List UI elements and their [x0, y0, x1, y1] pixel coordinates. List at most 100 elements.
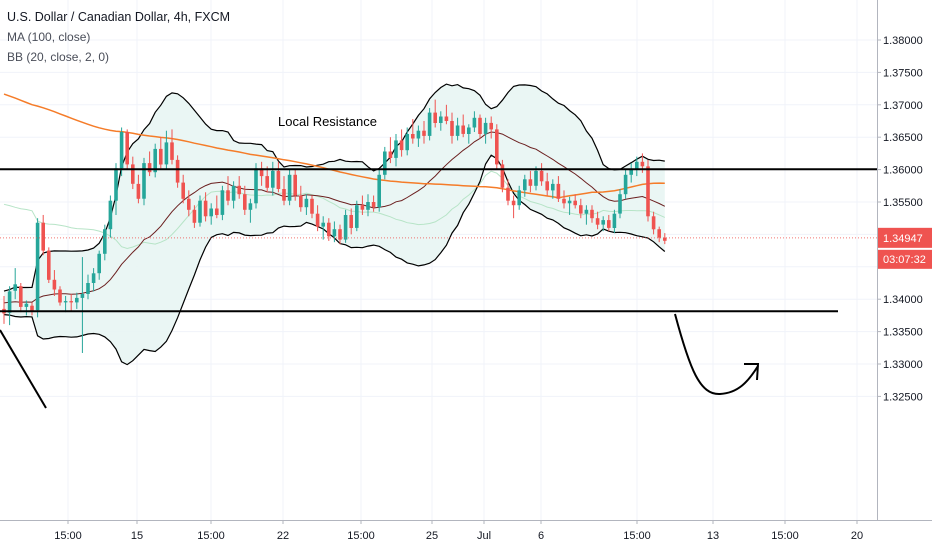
symbol-title[interactable]: U.S. Dollar / Canadian Dollar, 4h, FXCM [7, 10, 231, 24]
candle-body[interactable] [355, 205, 359, 228]
candle-body[interactable] [416, 130, 421, 139]
candle-body[interactable] [640, 161, 645, 167]
candle-body[interactable] [259, 168, 264, 177]
candle-body[interactable] [103, 229, 107, 254]
candle-body[interactable] [114, 168, 118, 201]
candle-body[interactable] [226, 190, 230, 201]
candle-body[interactable] [506, 187, 510, 201]
candle-body[interactable] [439, 116, 443, 124]
candle-body[interactable] [192, 209, 197, 223]
candle-body[interactable] [623, 174, 628, 195]
candle-body[interactable] [119, 132, 124, 169]
candle-body[interactable] [551, 183, 555, 191]
candle-body[interactable] [97, 253, 101, 274]
candle-body[interactable] [461, 125, 465, 134]
candle-body[interactable] [467, 127, 471, 135]
candle-body[interactable] [220, 190, 225, 215]
candle-body[interactable] [80, 294, 85, 298]
candle-body[interactable] [187, 198, 191, 210]
candle-body[interactable] [495, 129, 499, 165]
candle-body[interactable] [528, 179, 533, 186]
candle-body[interactable] [47, 250, 51, 280]
candle-body[interactable] [52, 279, 57, 290]
candle-body[interactable] [271, 170, 275, 188]
candle-body[interactable] [332, 229, 337, 237]
candle-body[interactable] [19, 286, 23, 307]
candle-body[interactable] [131, 164, 135, 184]
candle-body[interactable] [209, 208, 213, 217]
candle-body[interactable] [663, 237, 667, 241]
candle-body[interactable] [556, 183, 561, 199]
candle-body[interactable] [360, 205, 365, 210]
price-axis[interactable] [877, 0, 932, 550]
candle-body[interactable] [293, 174, 297, 196]
annotation-local-resistance[interactable]: Local Resistance [278, 114, 377, 129]
candle-body[interactable] [170, 142, 174, 160]
candle-body[interactable] [198, 200, 202, 223]
candle-body[interactable] [159, 148, 163, 165]
candle-body[interactable] [276, 170, 281, 189]
candle-body[interactable] [405, 134, 409, 151]
bb-indicator-label[interactable]: BB (20, close, 2, 0) [7, 50, 110, 64]
candle-body[interactable] [366, 202, 370, 210]
candle-body[interactable] [444, 116, 449, 122]
candle-body[interactable] [618, 194, 622, 214]
time-axis[interactable] [0, 520, 877, 550]
candle-body[interactable] [265, 176, 269, 188]
candle-body[interactable] [383, 151, 387, 175]
candle-body[interactable] [35, 222, 40, 311]
candle-body[interactable] [595, 218, 600, 225]
candle-body[interactable] [248, 203, 253, 210]
candle-body[interactable] [450, 121, 454, 136]
candle-body[interactable] [472, 117, 477, 128]
candle-body[interactable] [377, 174, 381, 208]
candle-body[interactable] [388, 151, 393, 159]
candle-body[interactable] [75, 297, 79, 303]
candle-body[interactable] [13, 284, 17, 291]
candle-body[interactable] [91, 273, 96, 283]
candle-body[interactable] [629, 169, 633, 175]
candle-body[interactable] [411, 134, 415, 139]
candle-body[interactable] [455, 125, 460, 136]
candle-body[interactable] [164, 142, 169, 165]
candle-body[interactable] [108, 200, 113, 230]
projection-path[interactable] [674, 313, 759, 396]
candle-body[interactable] [657, 229, 661, 238]
candle-body[interactable] [203, 200, 208, 217]
candle-body[interactable] [422, 130, 426, 136]
candle-body[interactable] [254, 168, 258, 204]
candle-body[interactable] [343, 215, 348, 240]
candle-body[interactable] [584, 209, 589, 214]
candle-body[interactable] [136, 183, 141, 199]
candle-body[interactable] [30, 305, 34, 311]
candle-body[interactable] [282, 189, 286, 201]
candle-body[interactable] [321, 222, 325, 227]
candle-body[interactable] [147, 163, 152, 173]
candle-body[interactable] [590, 209, 594, 219]
candle-body[interactable] [517, 190, 521, 206]
ma-indicator-label[interactable]: MA (100, close) [7, 30, 91, 44]
candle-body[interactable] [315, 213, 320, 227]
candle-body[interactable] [310, 198, 314, 214]
candle-body[interactable] [175, 159, 180, 183]
candle-body[interactable] [646, 166, 650, 217]
candle-body[interactable] [534, 170, 538, 186]
candle-body[interactable] [181, 182, 185, 199]
candle-body[interactable] [478, 117, 482, 134]
candle-body[interactable] [489, 122, 493, 130]
candle-body[interactable] [500, 164, 505, 188]
candle-body[interactable] [349, 215, 353, 228]
candle-body[interactable] [579, 205, 583, 214]
candle-body[interactable] [299, 195, 303, 208]
candle-body[interactable] [142, 163, 146, 199]
candle-body[interactable] [562, 198, 566, 204]
candle-body[interactable] [304, 198, 309, 208]
candle-body[interactable] [215, 208, 219, 216]
candle-body[interactable] [327, 222, 331, 237]
candle-body[interactable] [635, 161, 639, 170]
candle-body[interactable] [231, 185, 236, 201]
candle-body[interactable] [371, 202, 376, 208]
candle-body[interactable] [58, 289, 62, 303]
